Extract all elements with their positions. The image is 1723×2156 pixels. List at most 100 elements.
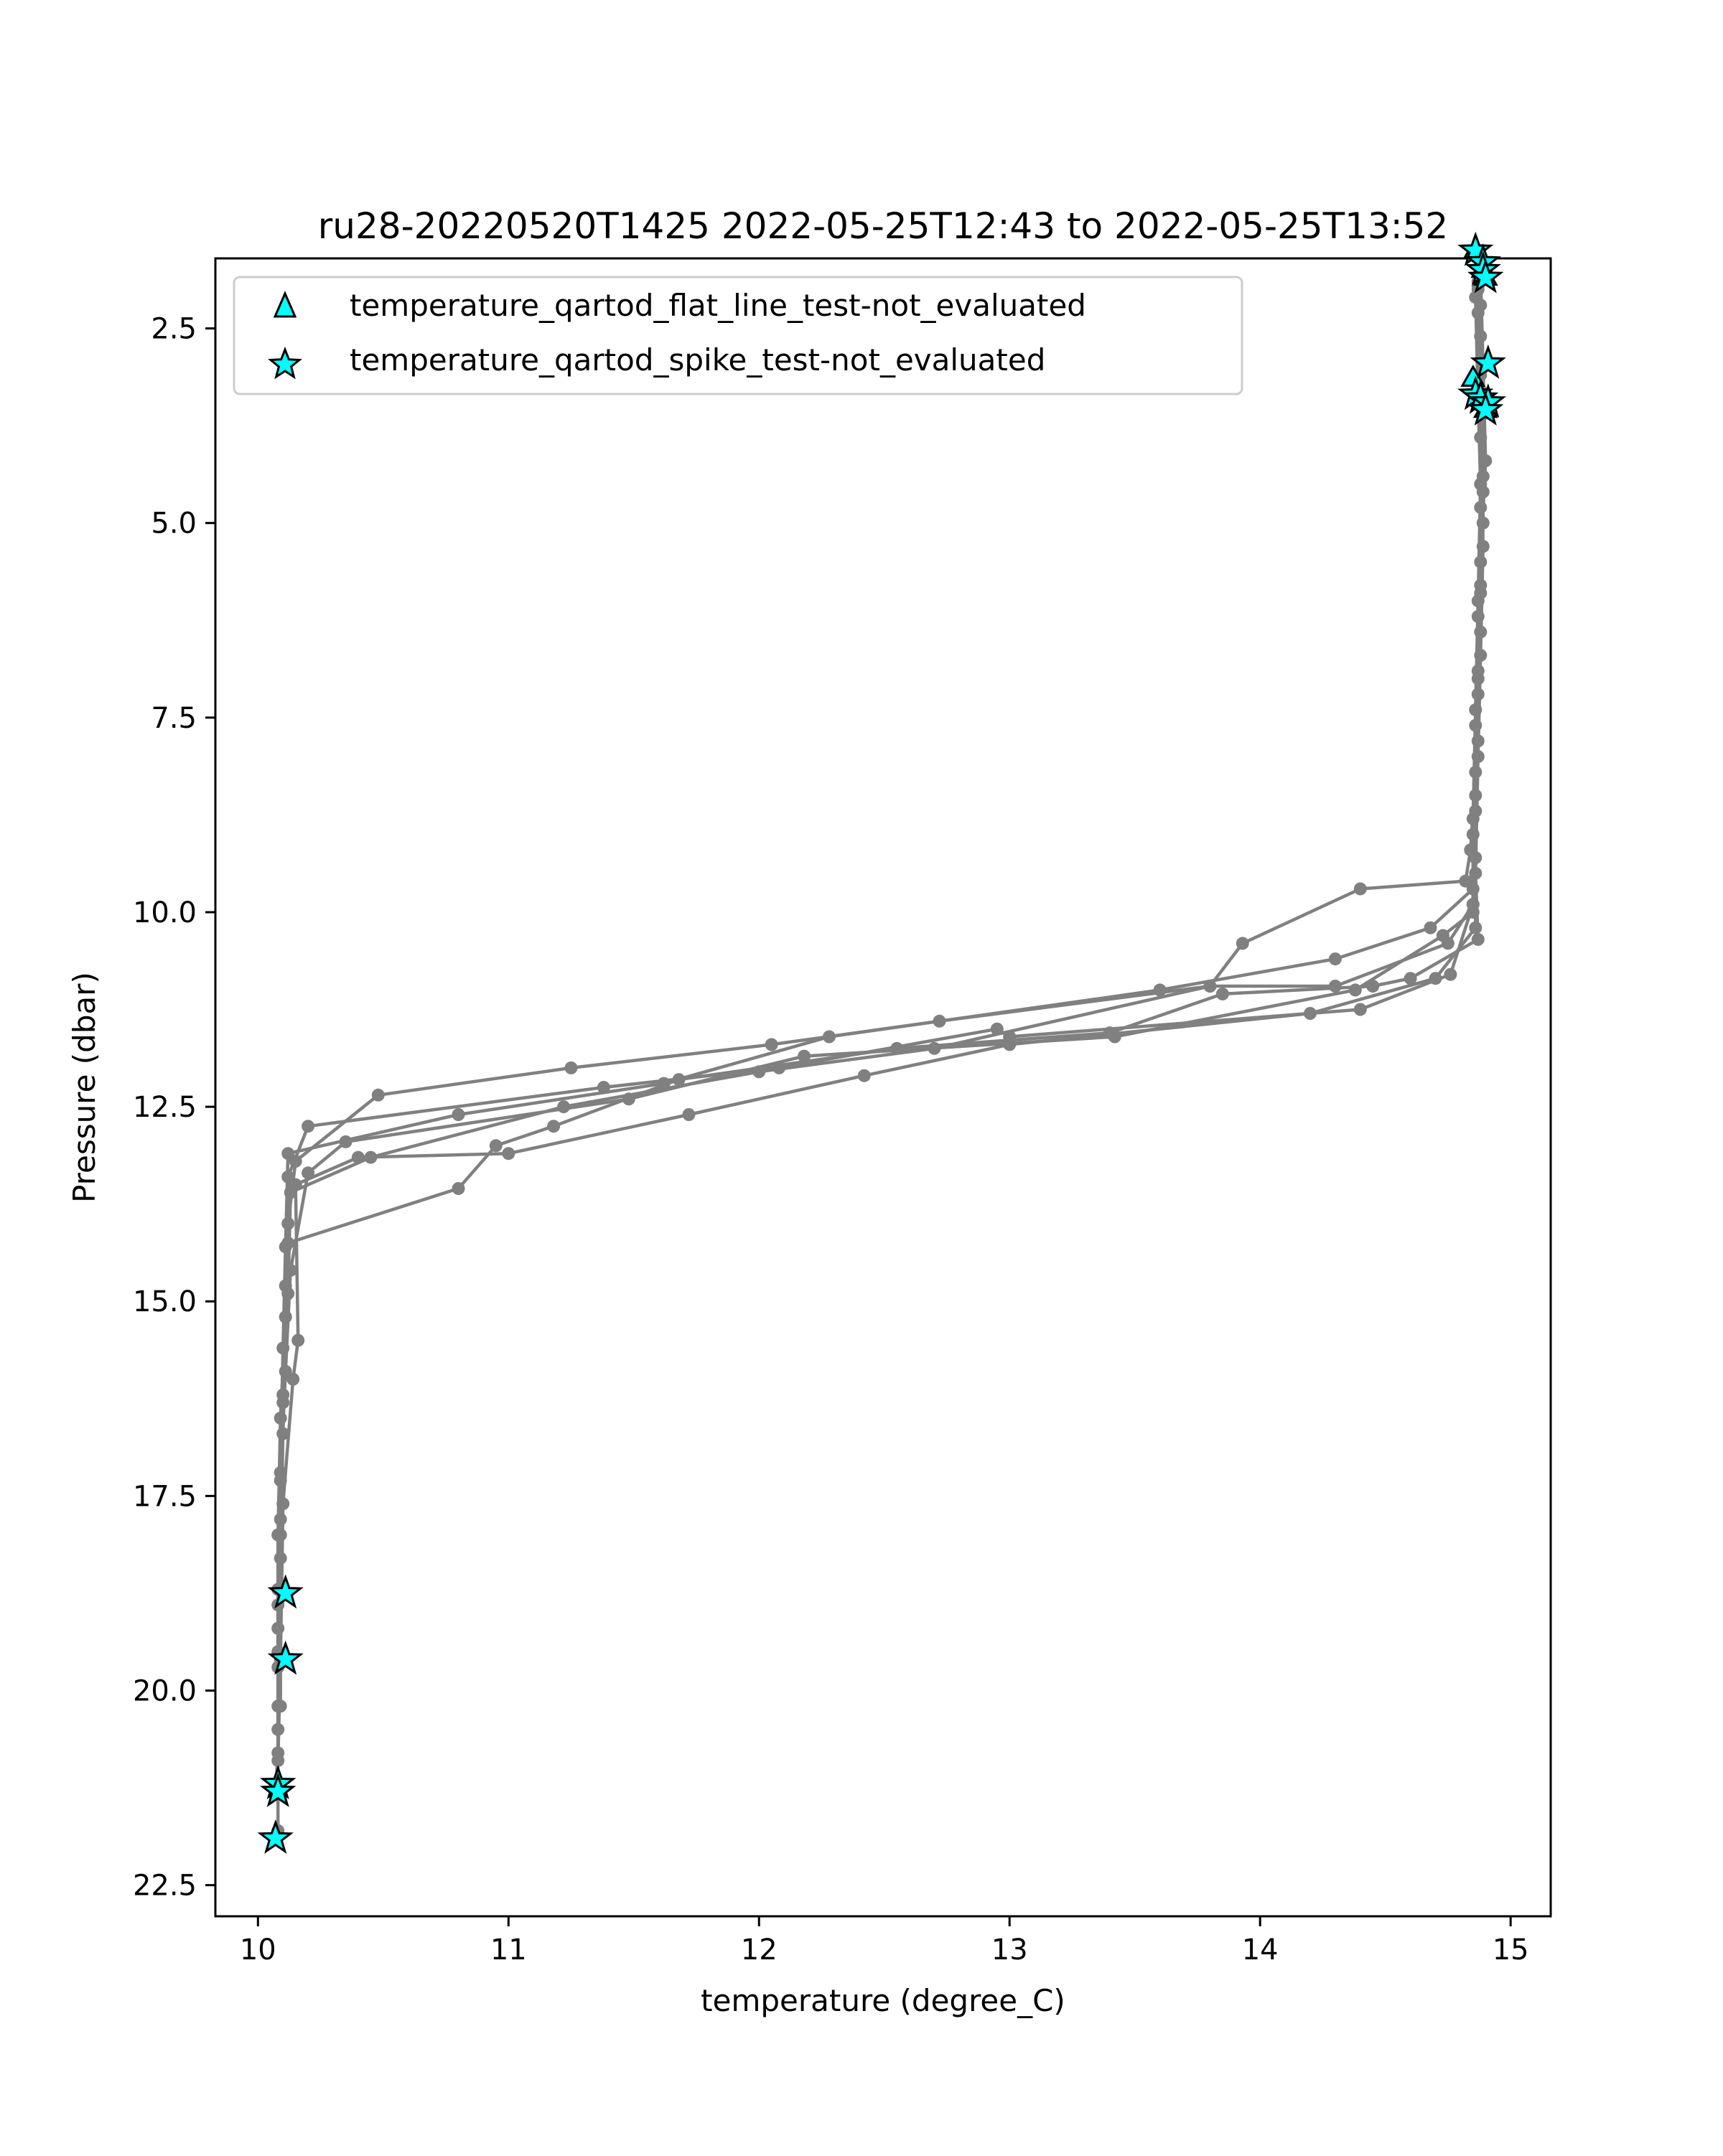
profile-point [1476, 469, 1490, 483]
spike-test-marker [1467, 391, 1504, 426]
profile-point [1474, 649, 1488, 662]
profile-point [990, 1022, 1004, 1036]
profile-point [351, 1150, 365, 1164]
profile-point [557, 1100, 571, 1114]
profile-point [823, 1030, 836, 1044]
profile-point [302, 1120, 315, 1133]
y-tick-label: 2.5 [151, 313, 197, 346]
profile-point [271, 1754, 285, 1768]
x-axis-ticks: 10 11 12 13 14 15 [240, 1916, 1529, 1967]
profile-point [1444, 967, 1457, 981]
profile-point [1328, 952, 1342, 966]
profile-point [752, 1065, 766, 1079]
profile-point [1471, 306, 1485, 319]
profile-point [276, 1427, 290, 1440]
profile-point [1471, 750, 1485, 764]
profile-point [364, 1150, 378, 1164]
spike-test-marker [260, 1773, 296, 1807]
profile-point [1441, 937, 1454, 950]
profile-point [1469, 805, 1482, 817]
legend-triangle-icon [273, 291, 297, 318]
profile-point [1471, 688, 1485, 701]
profile-point [1479, 454, 1493, 467]
profile-point [682, 1108, 696, 1121]
y-axis-label: Pressure (dbar) [67, 972, 102, 1203]
profile-point [1429, 972, 1442, 985]
profile-point [452, 1108, 465, 1121]
profile-point [1469, 921, 1482, 934]
profile-point [1469, 291, 1482, 304]
x-tick-label: 14 [1242, 1934, 1279, 1967]
spike-test-marker [267, 1640, 304, 1675]
profile-point [271, 1723, 285, 1736]
profile-point [274, 1552, 287, 1565]
y-tick-label: 22.5 [133, 1870, 197, 1903]
profile-point [281, 1287, 295, 1300]
profile-point [1471, 664, 1485, 678]
profile-point [1203, 980, 1217, 993]
y-tick-label: 12.5 [133, 1091, 197, 1124]
y-tick-label: 5.0 [151, 507, 197, 540]
profile-point [672, 1073, 686, 1087]
profile-point [274, 1473, 287, 1487]
profile-point [798, 1049, 811, 1063]
profile-point [1471, 734, 1485, 748]
y-tick-label: 20.0 [133, 1674, 197, 1707]
profile-point [1236, 937, 1249, 950]
y-axis-ticks: 2.5 5.0 7.5 10.0 12.5 15.0 17.5 20.0 22.5 [133, 313, 215, 1903]
profile-point [1328, 980, 1342, 993]
profile-point [1404, 972, 1417, 985]
profile-point [281, 1147, 295, 1161]
x-axis-label: temperature (degree_C) [701, 1983, 1065, 2018]
profile-point [1471, 609, 1485, 623]
profile-point [274, 1411, 287, 1425]
legend: temperature_qartod_flat_line_test-not_ev… [233, 276, 1243, 395]
profile-point [1469, 866, 1482, 880]
x-tick-label: 15 [1493, 1934, 1529, 1967]
x-tick-label: 11 [490, 1934, 527, 1967]
profile-point [281, 1170, 295, 1184]
profile-point [933, 1014, 946, 1028]
y-tick-label: 10.0 [133, 896, 197, 929]
profile-point [274, 1512, 287, 1526]
profile-point [1469, 851, 1482, 865]
profile-point [765, 1038, 778, 1051]
profile-point [1476, 540, 1490, 553]
flag-markers [257, 231, 1506, 1854]
spike-test-marker [257, 1819, 294, 1854]
profile-point [857, 1069, 871, 1082]
profile-point [1469, 789, 1482, 802]
profile-point [1466, 898, 1480, 911]
profile-point [339, 1135, 352, 1148]
profile-point [371, 1088, 385, 1102]
profile-point [1474, 556, 1488, 568]
profile-point [1003, 1030, 1017, 1044]
profile-point [890, 1041, 904, 1055]
y-tick-label: 7.5 [151, 702, 197, 735]
profile-point [547, 1120, 561, 1133]
profile-point [928, 1041, 941, 1055]
profile-point [274, 1700, 287, 1713]
profile-point [622, 1092, 635, 1106]
profile-point [1366, 980, 1380, 993]
plot-area [214, 257, 1552, 1918]
profile-point [1304, 1007, 1317, 1020]
profile-point [489, 1139, 503, 1153]
chart-title: ru28-20220520T1425 2022-05-25T12:43 to 2… [318, 205, 1449, 247]
profile-point [302, 1166, 315, 1180]
profile-point [1424, 921, 1437, 934]
profile-point [1348, 983, 1362, 997]
profile-point [772, 1061, 786, 1074]
x-tick-label: 10 [240, 1934, 276, 1967]
legend-label-spike: temperature_qartod_spike_test-not_evalua… [350, 342, 1045, 378]
profile-point [276, 1341, 290, 1355]
profile-point [276, 1396, 290, 1410]
profile-point [597, 1081, 610, 1094]
profile-point [1474, 501, 1488, 514]
profile-point [452, 1182, 465, 1195]
profile-points [269, 267, 1493, 1837]
profile-point [1153, 983, 1167, 997]
y-tick-label: 17.5 [133, 1480, 197, 1513]
profile-point [1474, 329, 1488, 343]
